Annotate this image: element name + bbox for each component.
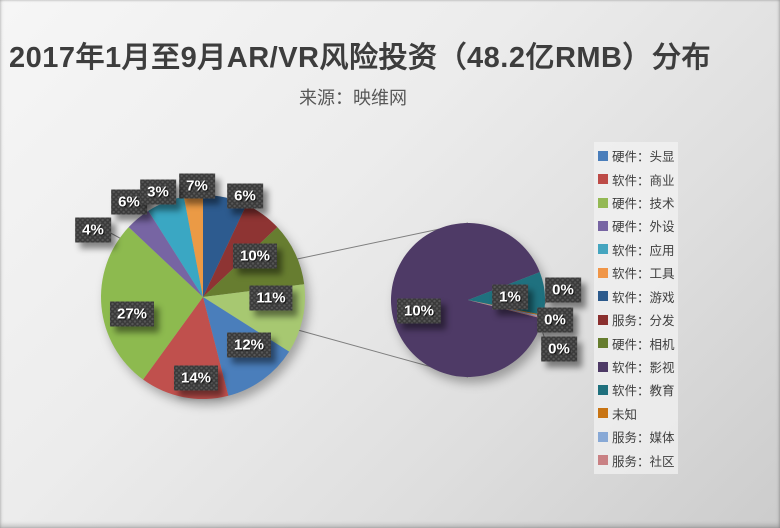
legend-item-hardware-camera: 硬件：相机: [598, 332, 678, 354]
chart-title: 2017年1月至9月AR/VR风险投资（48.2亿RMB）分布: [9, 42, 711, 74]
legend-swatch-icon: [598, 338, 608, 349]
legend-label: 软件：应用: [612, 243, 675, 258]
data-label-peripheral: 4%: [75, 218, 111, 243]
legend-swatch-icon: [598, 197, 608, 208]
chart-subtitle: 来源：映维网: [299, 88, 407, 108]
legend-label: 服务：社区: [612, 454, 675, 469]
legend-label: 服务：分发: [612, 314, 675, 329]
legend-swatch-icon: [598, 408, 608, 419]
pie-slice-software-apps: [148, 196, 203, 297]
data-label-hmd: 12%: [227, 333, 271, 358]
pie-slice-software-tools: [183, 195, 203, 297]
data-label-media: 0%: [537, 308, 573, 333]
legend-swatch-icon: [598, 150, 608, 161]
data-label-games: 7%: [179, 174, 215, 199]
legend-label: 硬件：头显: [612, 150, 675, 165]
pie-slice-service-community: [468, 300, 543, 319]
data-label-film: 10%: [397, 299, 441, 324]
legend-item-software-tools: 软件：工具: [598, 262, 678, 284]
legend-label: 软件：工具: [612, 267, 675, 282]
legend-label: 服务：媒体: [612, 431, 675, 446]
legend-swatch-icon: [598, 455, 608, 466]
legend-item-service-media: 服务：媒体: [598, 426, 678, 448]
data-label-business: 14%: [174, 366, 218, 391]
legend-swatch-icon: [598, 384, 608, 395]
legend-swatch-icon: [598, 431, 608, 442]
legend-item-software-education: 软件：教育: [598, 379, 678, 401]
legend-label: 未知: [612, 407, 638, 422]
legend-swatch-icon: [598, 267, 608, 278]
legend-item-software-film: 软件：影视: [598, 356, 678, 378]
legend-item-hardware-peripheral: 硬件：外设: [598, 215, 678, 237]
data-label-tools: 3%: [140, 180, 176, 205]
legend-item-hardware-hmd: 硬件：头显: [598, 145, 678, 167]
legend-label: 软件：游戏: [612, 290, 675, 305]
legend-swatch-icon: [598, 220, 608, 231]
legend-item-software-business: 软件：商业: [598, 168, 678, 190]
data-label-education: 1%: [492, 285, 528, 310]
pie-slice-software-games: [203, 195, 247, 297]
legend-item-service-community: 服务：社区: [598, 449, 678, 471]
data-label-unknown: 0%: [545, 278, 581, 303]
legend: 硬件：头显软件：商业硬件：技术硬件：外设软件：应用软件：工具软件：游戏服务：分发…: [594, 142, 678, 474]
legend-label: 软件：商业: [612, 173, 675, 188]
legend-item-service-distribution: 服务：分发: [598, 309, 678, 331]
data-label-distribution: 6%: [227, 184, 263, 209]
legend-swatch-icon: [598, 314, 608, 325]
data-label-tech: 27%: [110, 302, 154, 327]
legend-item-hardware-tech: 硬件：技术: [598, 192, 678, 214]
data-label-community: 0%: [541, 337, 577, 362]
legend-label: 软件：影视: [612, 361, 675, 375]
pie-slice-hardware-peripheral: [128, 210, 203, 297]
data-label-camera: 10%: [233, 244, 277, 269]
pie-slice-hardware-tech: [101, 227, 203, 380]
data-label-other: 11%: [249, 286, 292, 311]
legend-item-software-apps: 软件：应用: [598, 238, 678, 260]
legend-swatch-icon: [598, 174, 608, 185]
legend-item-software-games: 软件：游戏: [598, 285, 678, 307]
data-label-apps: 6%: [111, 190, 147, 215]
legend-label: 硬件：技术: [612, 197, 675, 212]
legend-label: 硬件：相机: [612, 337, 675, 352]
legend-swatch-icon: [598, 361, 608, 372]
legend-label: 软件：教育: [612, 384, 675, 399]
pie-slice-service-media: [468, 300, 544, 318]
pie-slice-software-film: [390, 222, 543, 377]
legend-swatch-icon: [598, 291, 608, 302]
legend-swatch-icon: [598, 244, 608, 255]
legend-label: 硬件：外设: [612, 220, 675, 235]
pie-slice-unknown: [468, 300, 544, 317]
legend-item-unknown: 未知: [598, 402, 678, 424]
